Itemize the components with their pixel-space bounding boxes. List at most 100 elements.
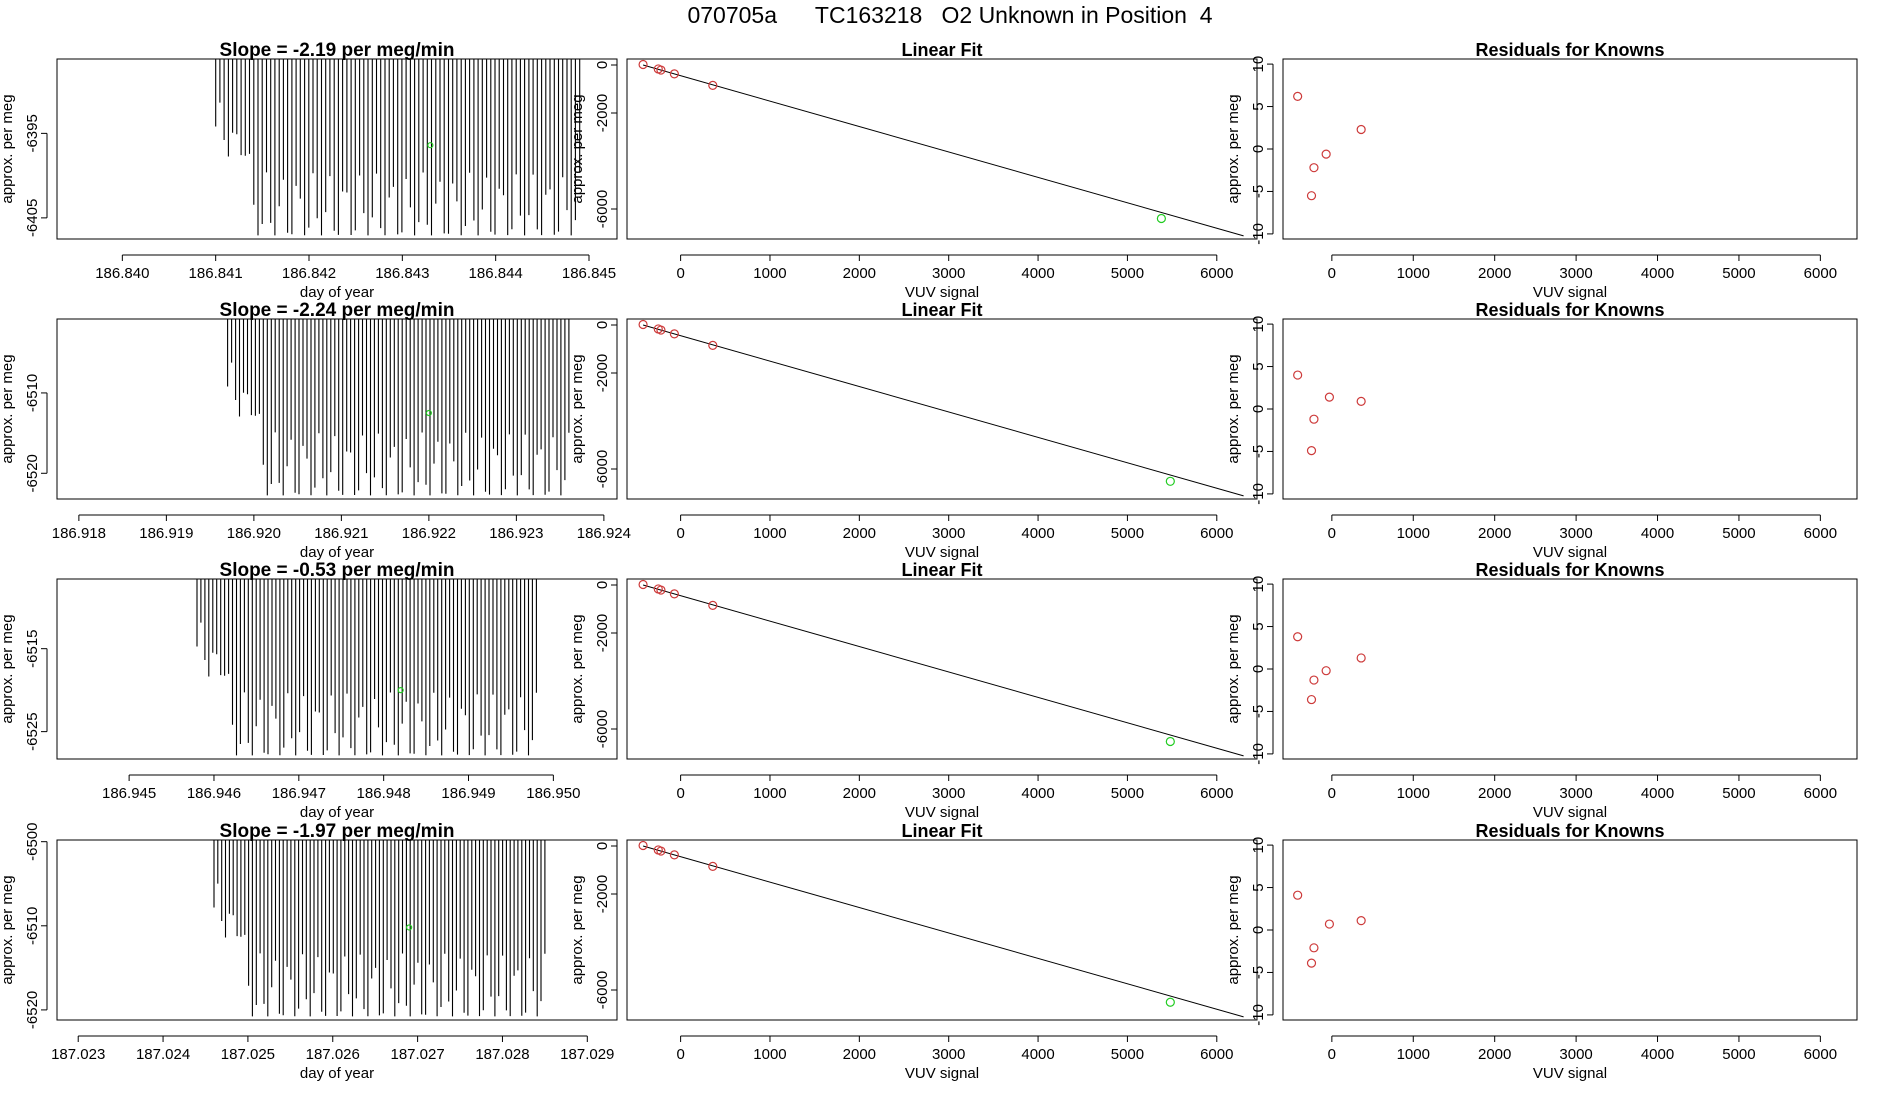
- y-axis-label: approx. per meg: [569, 94, 586, 203]
- y-tick-label: -2000: [594, 354, 611, 392]
- x-axis-label: VUV signal: [905, 1065, 979, 1082]
- residual-point: [1309, 675, 1319, 685]
- y-tick-label: -5: [1250, 705, 1267, 718]
- x-tick-label: 4000: [1021, 1046, 1054, 1063]
- y-tick-label: 10: [1250, 837, 1267, 854]
- x-tick-label: 186.918: [52, 525, 106, 542]
- y-tick-label: -2000: [594, 94, 611, 132]
- panel-title: Residuals for Knowns: [1475, 300, 1664, 320]
- x-tick-label: 186.947: [272, 785, 326, 802]
- residual-point: [1293, 632, 1303, 642]
- x-tick-label: 5000: [1111, 1046, 1144, 1063]
- panel-3-residuals: Residuals for Knowns 0 1000 2000 3000 4000 500…: [1225, 560, 1858, 821]
- known-point: [708, 340, 718, 350]
- x-tick-label: 1000: [753, 525, 786, 542]
- known-point: [638, 840, 648, 851]
- x-axis-label: day of year: [300, 804, 374, 821]
- y-tick-label: 0: [1250, 665, 1267, 673]
- x-tick-label: 5000: [1722, 785, 1755, 802]
- unknown-point: [427, 142, 434, 149]
- y-axis-label: approx. per meg: [569, 354, 586, 463]
- unknown-point: [425, 409, 432, 417]
- x-tick-label: 0: [1328, 785, 1336, 802]
- x-tick-label: 1000: [753, 1046, 786, 1063]
- known-point: [638, 59, 648, 70]
- y-tick-label: 10: [1250, 576, 1267, 593]
- panel-3-fit: Linear Fit 0 1000 2000 3000 4000 5000 6000 VUV s…: [569, 560, 1258, 821]
- y-tick-label: -10: [1250, 483, 1267, 505]
- x-tick-label: 5000: [1111, 785, 1144, 802]
- x-tick-label: 2000: [1478, 1046, 1511, 1063]
- panel-2-drift: Slope = -2.24 per meg/min 186.918 186.919 1…: [0, 300, 631, 561]
- residual-point: [1306, 446, 1317, 456]
- panel-2-residuals: Residuals for Knowns 0 1000 2000 3000 4000 500…: [1225, 300, 1858, 561]
- known-point: [708, 861, 718, 871]
- residual-point: [1293, 890, 1303, 900]
- x-tick-label: 186.843: [375, 265, 429, 282]
- x-tick-label: 186.844: [469, 265, 523, 282]
- y-tick-label: -10: [1250, 743, 1267, 765]
- known-point: [638, 579, 648, 590]
- x-tick-label: 0: [1328, 525, 1336, 542]
- panel-4-fit: Linear Fit 0 1000 2000 3000 4000 5000 6000 VUV s…: [569, 821, 1258, 1082]
- x-tick-label: 3000: [1559, 525, 1592, 542]
- plot-area: [1293, 890, 1366, 968]
- residual-point: [1309, 163, 1319, 173]
- x-tick-label: 2000: [843, 265, 876, 282]
- y-tick-label: 0: [594, 581, 611, 589]
- panel-title: Slope = -1.97 per meg/min: [220, 821, 455, 842]
- x-tick-label: 186.919: [139, 525, 193, 542]
- x-axis-label: VUV signal: [1533, 1065, 1607, 1082]
- x-tick-label: 186.920: [227, 525, 281, 542]
- known-point: [669, 589, 679, 599]
- panel-title: Slope = -2.19 per meg/min: [220, 40, 455, 61]
- x-tick-label: 187.029: [560, 1046, 614, 1063]
- x-tick-label: 5000: [1722, 525, 1755, 542]
- plot-area: [213, 840, 546, 1017]
- y-tick-label: -2000: [594, 875, 611, 913]
- y-tick-label: -6520: [24, 454, 41, 492]
- x-tick-label: 3000: [1559, 785, 1592, 802]
- x-axis-label: day of year: [300, 544, 374, 561]
- residual-point: [1309, 414, 1319, 424]
- x-tick-label: 3000: [932, 265, 965, 282]
- x-tick-label: 187.028: [475, 1046, 529, 1063]
- plot-area: [227, 319, 570, 496]
- residual-point: [1309, 943, 1319, 953]
- x-tick-label: 0: [676, 525, 684, 542]
- y-tick-label: -6510: [24, 374, 41, 412]
- y-tick-label: -6520: [24, 991, 41, 1029]
- x-tick-label: 6000: [1200, 1046, 1233, 1063]
- y-tick-label: -10: [1250, 1004, 1267, 1026]
- known-point: [656, 846, 666, 856]
- known-point: [708, 80, 718, 90]
- plot-area: [638, 319, 1244, 497]
- residual-point: [1356, 916, 1366, 926]
- plot-area: [1293, 91, 1366, 201]
- x-tick-label: 1000: [753, 785, 786, 802]
- plot-area: [1293, 370, 1366, 456]
- x-tick-label: 2000: [843, 1046, 876, 1063]
- known-point: [669, 850, 679, 860]
- y-tick-label: 5: [1250, 622, 1267, 630]
- x-tick-label: 4000: [1021, 265, 1054, 282]
- y-tick-label: 0: [594, 61, 611, 69]
- x-tick-label: 4000: [1641, 265, 1674, 282]
- x-tick-label: 186.845: [562, 265, 616, 282]
- x-tick-label: 187.026: [306, 1046, 360, 1063]
- x-tick-label: 186.950: [526, 785, 580, 802]
- x-tick-label: 186.946: [187, 785, 241, 802]
- fit-line: [642, 64, 1244, 237]
- x-tick-label: 4000: [1021, 525, 1054, 542]
- y-tick-label: 0: [594, 842, 611, 850]
- plot-frame: [1282, 318, 1858, 500]
- y-axis-label: approx. per meg: [0, 614, 16, 723]
- x-axis-label: VUV signal: [1533, 544, 1607, 561]
- plot-frame: [1282, 578, 1858, 760]
- x-tick-label: 1000: [753, 265, 786, 282]
- panel-title: Linear Fit: [901, 300, 982, 320]
- panel-title: Linear Fit: [901, 560, 982, 580]
- residual-point: [1306, 958, 1317, 968]
- x-tick-label: 5000: [1722, 1046, 1755, 1063]
- y-tick-label: -5: [1250, 185, 1267, 198]
